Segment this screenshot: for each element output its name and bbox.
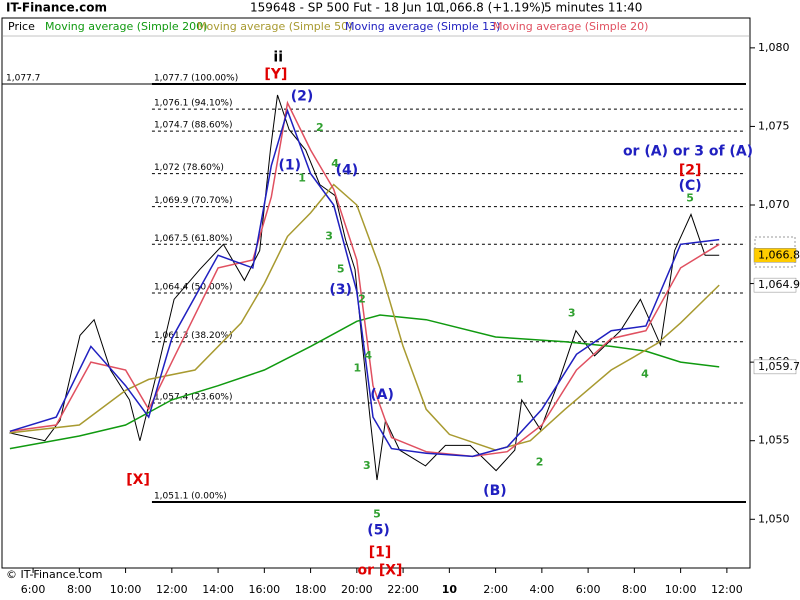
x-tick-label: 14:00 — [202, 583, 234, 596]
wave-label: (B) — [483, 483, 506, 499]
y-tick-label: 1,055 — [758, 434, 790, 447]
wave-label: [Y] — [264, 67, 287, 83]
wave-label: 1 — [516, 372, 524, 385]
x-tick-label: 2:00 — [483, 583, 508, 596]
wave-label: or [X] — [357, 562, 402, 578]
plot-frame — [1, 17, 751, 569]
fib-label: 1,057.4 (23.60%) — [154, 393, 233, 403]
wave-label: 4 — [331, 157, 339, 170]
last-value-label: 1,066.8 — [758, 248, 800, 261]
wave-label: 5 — [373, 508, 381, 521]
legend-entry: Price — [8, 20, 35, 33]
x-tick-label: 8:00 — [622, 583, 647, 596]
wave-label: [X] — [126, 472, 150, 488]
last-value-box — [753, 359, 797, 375]
fib-label: 1,074.7 (88.60%) — [154, 121, 233, 131]
wave-label: [1] — [369, 544, 392, 560]
wave-label: 2 — [358, 292, 366, 305]
chart-title: 159648 - SP 500 Fut - 18 Jun 10 — [250, 1, 441, 15]
legend-entry: Moving average (Simple 200) — [45, 20, 207, 33]
legend-entry: Moving average (Simple 50) — [197, 20, 352, 33]
wave-label: 4 — [641, 368, 649, 381]
fib-label: 1,069.9 (70.70%) — [154, 196, 233, 206]
fib-label: 1,067.5 (61.80%) — [154, 234, 233, 244]
wave-label: or (A) or 3 of (A) — [623, 144, 753, 160]
fib-label: 1,072 (78.60%) — [154, 163, 224, 173]
wave-label: [2] — [679, 162, 702, 178]
wave-label: ii — [273, 49, 283, 65]
wave-label: 1 — [298, 171, 306, 184]
moving-average-line — [9, 100, 720, 458]
last-value-label: 1,064.9 — [758, 278, 800, 291]
wave-label: 3 — [325, 229, 333, 242]
x-tick-label: 20:00 — [341, 583, 373, 596]
x-tick-label: 18:00 — [295, 583, 327, 596]
fib-label: 1,077.7 (100.00%) — [154, 74, 238, 84]
wave-label: (A) — [370, 387, 394, 403]
x-tick-label: 10:00 — [665, 583, 697, 596]
wave-label: (2) — [291, 89, 314, 105]
level-label: 1,077.7 — [6, 74, 40, 84]
wave-label: (3) — [329, 282, 352, 298]
wave-label: 4 — [364, 349, 372, 362]
x-tick-label: 6:00 — [576, 583, 601, 596]
wave-label: 1 — [353, 361, 361, 374]
last-value-box — [753, 277, 797, 293]
y-tick-label: 1,075 — [758, 119, 790, 132]
moving-average-line — [9, 314, 720, 450]
x-tick-label: 4:00 — [530, 583, 555, 596]
last-value-label: 1,059.7 — [758, 360, 800, 373]
x-tick-label: 10 — [442, 583, 458, 596]
last-value-box — [753, 248, 797, 263]
wave-label: 3 — [568, 306, 576, 319]
moving-average-line — [9, 108, 720, 458]
wave-label: (5) — [367, 522, 390, 538]
x-tick-label: 16:00 — [248, 583, 280, 596]
x-tick-label: 6:00 — [21, 583, 46, 596]
x-tick-label: 10:00 — [110, 583, 142, 596]
footer: © IT-Finance.com — [6, 568, 103, 581]
legend-entry: Moving average (Simple 20) — [493, 20, 648, 33]
wave-label: (4) — [336, 162, 359, 178]
moving-average-line — [9, 183, 720, 451]
quote: 1,066.8 (+1.19%) — [438, 1, 545, 15]
wave-label: 2 — [316, 121, 324, 134]
wave-label: (C) — [679, 178, 702, 194]
interval: 5 minutes 11:40 — [544, 1, 642, 15]
x-tick-label: 12:00 — [711, 583, 743, 596]
fib-label: 1,061.3 (38.20%) — [154, 331, 233, 341]
wave-label: 5 — [686, 192, 694, 205]
wave-label: 3 — [363, 459, 371, 472]
wave-label: 5 — [337, 262, 345, 275]
x-tick-label: 12:00 — [156, 583, 188, 596]
wave-label: 2 — [536, 456, 544, 469]
x-tick-label: 22:00 — [387, 583, 419, 596]
x-tick-label: 8:00 — [67, 583, 92, 596]
fib-label: 1,064.4 (50.00%) — [154, 283, 233, 293]
y-tick-label: 1,050 — [758, 512, 790, 525]
fib-label: 1,051.1 (0.00%) — [154, 492, 227, 502]
wave-label: (1) — [279, 158, 302, 174]
legend-entry: Moving average (Simple 13) — [345, 20, 500, 33]
y-tick-label: 1,080 — [758, 41, 790, 54]
site-name: IT-Finance.com — [6, 1, 107, 15]
fib-label: 1,076.1 (94.10%) — [154, 99, 233, 109]
y-tick-label: 1,070 — [758, 198, 790, 211]
